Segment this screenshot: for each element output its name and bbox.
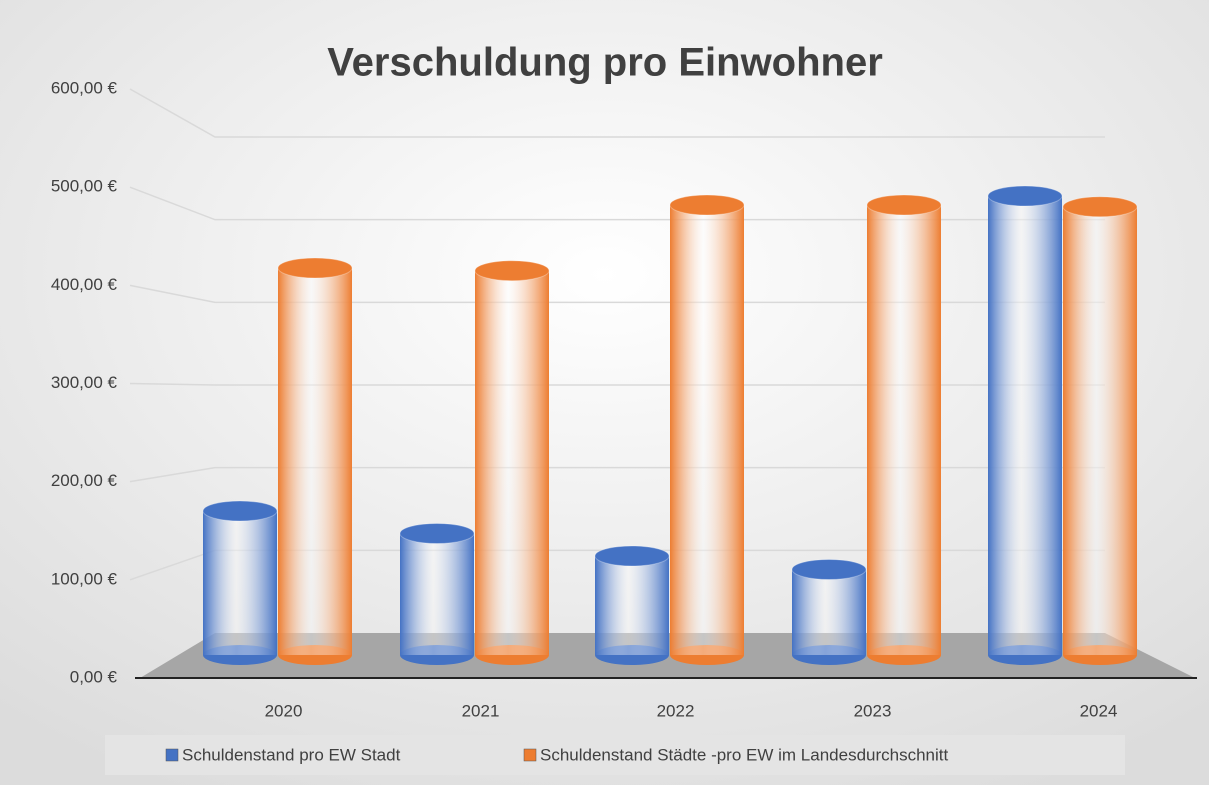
legend-swatch: [165, 748, 179, 762]
y-tick-label: 500,00 €: [51, 177, 118, 196]
grid-line: [129, 88, 1105, 138]
bar: [475, 270, 549, 655]
bar: [792, 569, 866, 655]
bar: [203, 511, 277, 655]
bar: [278, 268, 352, 655]
x-tick-label: 2021: [462, 701, 500, 720]
y-tick-label: 100,00 €: [51, 569, 118, 588]
bar-top: [987, 185, 1063, 207]
x-tick-label: 2022: [657, 701, 695, 720]
x-tick-label: 2024: [1080, 701, 1118, 720]
bar: [670, 205, 744, 655]
x-tick-label: 2023: [854, 701, 892, 720]
y-tick-label: 200,00 €: [51, 471, 118, 490]
legend-box: [105, 735, 1125, 775]
bar-top: [791, 559, 867, 580]
bar-top: [202, 500, 278, 522]
legend-label: Schuldenstand pro EW Stadt: [182, 745, 401, 764]
bar: [1063, 206, 1137, 656]
legend-swatch: [523, 748, 537, 762]
bar: [595, 556, 669, 655]
bar: [400, 533, 474, 655]
chart-title: Verschuldung pro Einwohner: [327, 41, 883, 85]
y-tick-label: 600,00 €: [51, 78, 118, 97]
bar: [867, 205, 941, 655]
grid-line: [129, 382, 1105, 386]
legend-label: Schuldenstand Städte -pro EW im Landesdu…: [540, 745, 949, 764]
grid-line: [129, 186, 1105, 221]
bar-top: [669, 194, 745, 216]
bar-top: [1062, 196, 1138, 218]
bar-top: [474, 260, 550, 282]
y-tick-label: 0,00 €: [70, 667, 118, 686]
grid-line: [129, 466, 1105, 483]
y-tick-label: 400,00 €: [51, 275, 118, 294]
x-tick-label: 2020: [265, 701, 303, 720]
bar-top: [866, 194, 942, 216]
bar-top: [277, 257, 353, 279]
y-tick-label: 300,00 €: [51, 373, 118, 392]
bar-top: [594, 545, 670, 567]
bar: [988, 196, 1062, 655]
bar-top: [399, 523, 475, 544]
grid-line: [129, 284, 1105, 304]
